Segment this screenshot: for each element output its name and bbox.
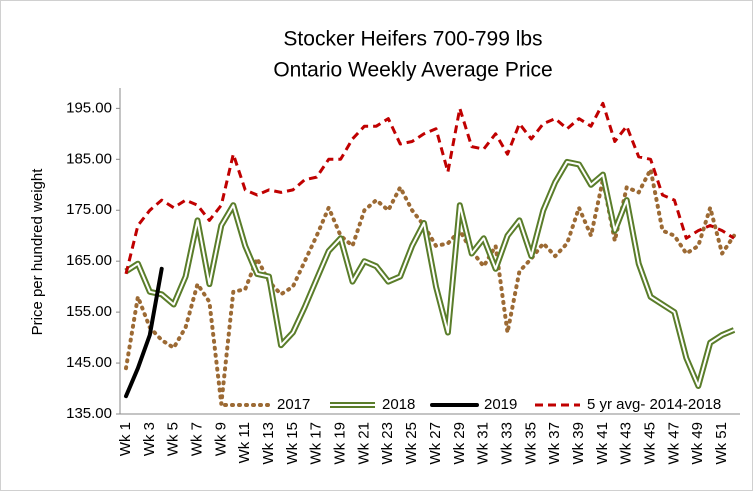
x-tick-label: Wk 37	[546, 422, 563, 465]
y-tick-label: 135.00	[66, 405, 112, 422]
line-series	[124, 101, 735, 275]
x-tick-label: Wk 29	[451, 422, 468, 465]
x-tick-label: Wk 33	[498, 422, 515, 465]
y-tick-label: 185.00	[66, 150, 112, 167]
chart-title: Stocker Heifers 700-799 lbs	[283, 28, 542, 51]
x-tick-label: Wk 43	[618, 422, 635, 465]
x-tick-label: Wk 39	[570, 422, 587, 465]
x-tick-label: Wk 49	[689, 422, 706, 465]
x-tick-label: Wk 17	[308, 422, 325, 465]
x-tick-label: Wk 9	[212, 422, 229, 456]
y-tick-label: 195.00	[66, 99, 112, 116]
x-tick-label: Wk 1	[117, 422, 134, 456]
x-tick-label: Wk 15	[284, 422, 301, 465]
x-tick-label: Wk 23	[379, 422, 396, 465]
legend-label: 2017	[277, 396, 310, 413]
y-tick-label: 155.00	[66, 303, 112, 320]
y-tick-label: 145.00	[66, 354, 112, 371]
x-tick-label: Wk 45	[642, 422, 659, 465]
y-tick-label: 175.00	[66, 201, 112, 218]
line-series	[124, 266, 164, 399]
legend-label: 2019	[484, 396, 517, 413]
x-tick-label: Wk 27	[427, 422, 444, 465]
x-tick-label: Wk 31	[475, 422, 492, 465]
legend-label: 2018	[382, 396, 415, 413]
y-tick-label: 165.00	[66, 252, 112, 269]
x-tick-label: Wk 3	[141, 422, 158, 456]
chart-subtitle: Ontario Weekly Average Price	[273, 59, 552, 82]
x-tick-label: Wk 19	[332, 422, 349, 465]
x-tick-label: Wk 51	[713, 422, 730, 465]
x-tick-label: Wk 7	[188, 422, 205, 456]
line-series	[124, 167, 736, 406]
x-tick-label: Wk 35	[522, 422, 539, 465]
x-tick-label: Wk 11	[236, 422, 253, 463]
y-axis-label: Price per hundred weight	[29, 168, 46, 336]
x-tick-label: Wk 13	[260, 422, 277, 465]
x-tick-label: Wk 41	[594, 422, 611, 465]
x-tick-label: Wk 21	[355, 422, 372, 465]
x-tick-label: Wk 47	[665, 422, 682, 465]
x-tick-label: Wk 25	[403, 422, 420, 465]
line-series-inner	[125, 160, 735, 387]
legend-label: 5 yr avg- 2014-2018	[587, 396, 721, 413]
x-tick-label: Wk 5	[165, 422, 182, 456]
